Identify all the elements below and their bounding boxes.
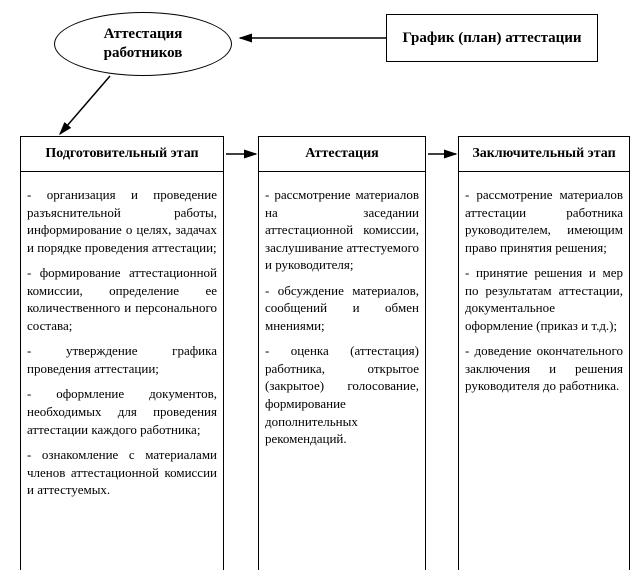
list-item: - утверждение графика проведения аттеста… (27, 342, 217, 377)
list-item: - рассмотрение материалов аттестации раб… (465, 186, 623, 256)
col2-body: - рассмотрение материалов на заседании а… (258, 172, 426, 570)
arrow-headers (0, 0, 642, 180)
list-item: - доведение окончательного заключения и … (465, 342, 623, 395)
col3-body: - рассмотрение материалов аттестации раб… (458, 172, 630, 570)
list-item: - ознакомление с материалами членов атте… (27, 446, 217, 499)
list-item: - принятие решения и мер по результатам … (465, 264, 623, 334)
list-item: - обсуждение материалов, сообщений и обм… (265, 282, 419, 335)
list-item: - оформление документов, необходимых для… (27, 385, 217, 438)
list-item: - рассмотрение материалов на заседании а… (265, 186, 419, 274)
list-item: - организация и проведение разъяснительн… (27, 186, 217, 256)
list-item: - оценка (аттестация) работника, открыто… (265, 342, 419, 447)
col1-body: - организация и проведение разъяснительн… (20, 172, 224, 570)
list-item: - формирование аттестационной комиссии, … (27, 264, 217, 334)
